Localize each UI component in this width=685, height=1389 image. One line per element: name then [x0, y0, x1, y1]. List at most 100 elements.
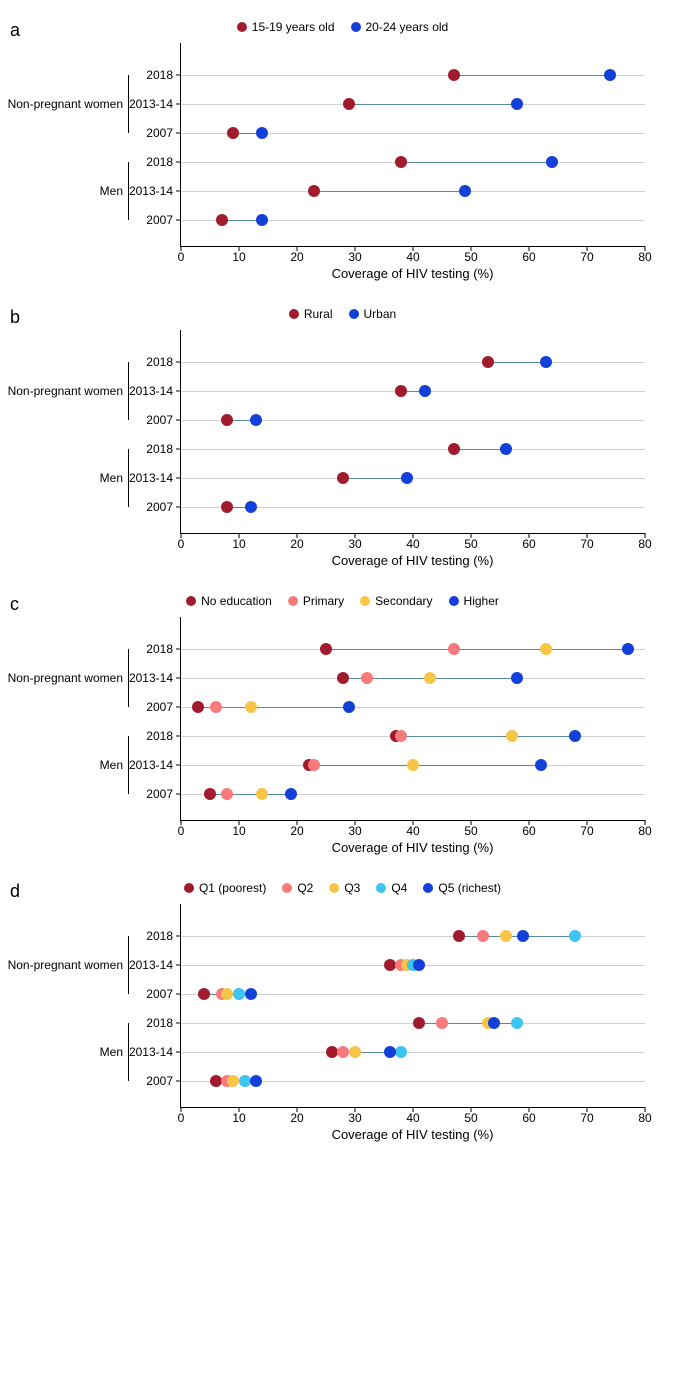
data-point — [239, 1075, 251, 1087]
legend-item: 15-19 years old — [237, 20, 335, 34]
xtick-label: 20 — [290, 1111, 303, 1125]
data-point — [326, 1046, 338, 1058]
data-point — [407, 759, 419, 771]
xtick-label: 50 — [464, 824, 477, 838]
ytick-label: 2018 — [146, 155, 181, 169]
group-label: Men — [100, 184, 181, 198]
xtick-label: 60 — [522, 824, 535, 838]
legend-label: Q3 — [344, 881, 360, 895]
data-point — [285, 788, 297, 800]
legend-label: No education — [201, 594, 272, 608]
data-point — [488, 1017, 500, 1029]
data-point — [448, 443, 460, 455]
connector-line — [314, 191, 465, 192]
xtick-label: 10 — [232, 537, 245, 551]
ytick-label: 2007 — [146, 126, 181, 140]
xtick-label: 40 — [406, 1111, 419, 1125]
group-bracket — [128, 75, 129, 133]
xtick-label: 20 — [290, 250, 303, 264]
ytick-label: 2007 — [146, 987, 181, 1001]
legend-dot-icon — [289, 309, 299, 319]
data-point — [384, 1046, 396, 1058]
group-label: Non-pregnant women — [8, 384, 181, 398]
data-point — [413, 1017, 425, 1029]
xtick-label: 60 — [522, 250, 535, 264]
data-point — [204, 788, 216, 800]
xtick-label: 0 — [178, 250, 185, 264]
legend-label: Q5 (richest) — [438, 881, 501, 895]
group-label: Non-pregnant women — [8, 671, 181, 685]
data-point — [256, 127, 268, 139]
panel-b: bRuralUrban20182013-14200720182013-14200… — [10, 307, 675, 564]
data-point — [395, 385, 407, 397]
data-point — [308, 185, 320, 197]
data-point — [227, 1075, 239, 1087]
panel-c: cNo educationPrimarySecondaryHigher20182… — [10, 594, 675, 851]
legend-dot-icon — [423, 883, 433, 893]
group-bracket — [128, 936, 129, 994]
legend: 15-19 years old 20-24 years old — [10, 20, 675, 35]
legend-item: No education — [186, 594, 272, 608]
grid-line — [181, 1052, 645, 1053]
legend-dot-icon — [329, 883, 339, 893]
data-point — [569, 730, 581, 742]
group-bracket — [128, 449, 129, 507]
data-point — [569, 930, 581, 942]
xtick-label: 0 — [178, 537, 185, 551]
data-point — [395, 156, 407, 168]
legend-label: Q1 (poorest) — [199, 881, 266, 895]
chart: 20182013-14200720182013-142007Non-pregna… — [180, 904, 645, 1138]
data-point — [506, 730, 518, 742]
panel-label: d — [10, 881, 20, 902]
xtick-label: 80 — [638, 250, 651, 264]
group-bracket — [128, 362, 129, 420]
ytick-label: 2018 — [146, 929, 181, 943]
group-label: Men — [100, 1045, 181, 1059]
data-point — [221, 414, 233, 426]
data-point — [419, 385, 431, 397]
data-point — [245, 701, 257, 713]
group-bracket — [128, 649, 129, 707]
data-point — [192, 701, 204, 713]
legend-label: 20-24 years old — [366, 20, 449, 34]
group-label: Non-pregnant women — [8, 958, 181, 972]
data-point — [511, 672, 523, 684]
panel-label: a — [10, 20, 20, 41]
group-bracket — [128, 162, 129, 220]
data-point — [216, 214, 228, 226]
data-point — [535, 759, 547, 771]
xtick-label: 80 — [638, 824, 651, 838]
data-point — [540, 643, 552, 655]
data-point — [413, 959, 425, 971]
legend-dot-icon — [376, 883, 386, 893]
xtick-label: 40 — [406, 250, 419, 264]
group-label: Men — [100, 471, 181, 485]
legend-label: 15-19 years old — [252, 20, 335, 34]
ytick-label: 2018 — [146, 68, 181, 82]
data-point — [604, 69, 616, 81]
legend-dot-icon — [184, 883, 194, 893]
legend-label: Urban — [364, 307, 397, 321]
xtick-label: 10 — [232, 1111, 245, 1125]
data-point — [210, 701, 222, 713]
legend-item: Rural — [289, 307, 333, 321]
grid-line — [181, 449, 645, 450]
data-point — [221, 988, 233, 1000]
data-point — [436, 1017, 448, 1029]
xtick-label: 70 — [580, 1111, 593, 1125]
data-point — [361, 672, 373, 684]
data-point — [517, 930, 529, 942]
xtick-label: 60 — [522, 537, 535, 551]
legend-label: Primary — [303, 594, 344, 608]
data-point — [256, 214, 268, 226]
group-bracket — [128, 736, 129, 794]
connector-line — [343, 478, 407, 479]
data-point — [221, 501, 233, 513]
xtick-label: 80 — [638, 1111, 651, 1125]
legend: Rural Urban — [10, 307, 675, 322]
xtick-label: 40 — [406, 537, 419, 551]
data-point — [424, 672, 436, 684]
xtick-label: 30 — [348, 537, 361, 551]
ytick-label: 2007 — [146, 213, 181, 227]
legend-dot-icon — [186, 596, 196, 606]
